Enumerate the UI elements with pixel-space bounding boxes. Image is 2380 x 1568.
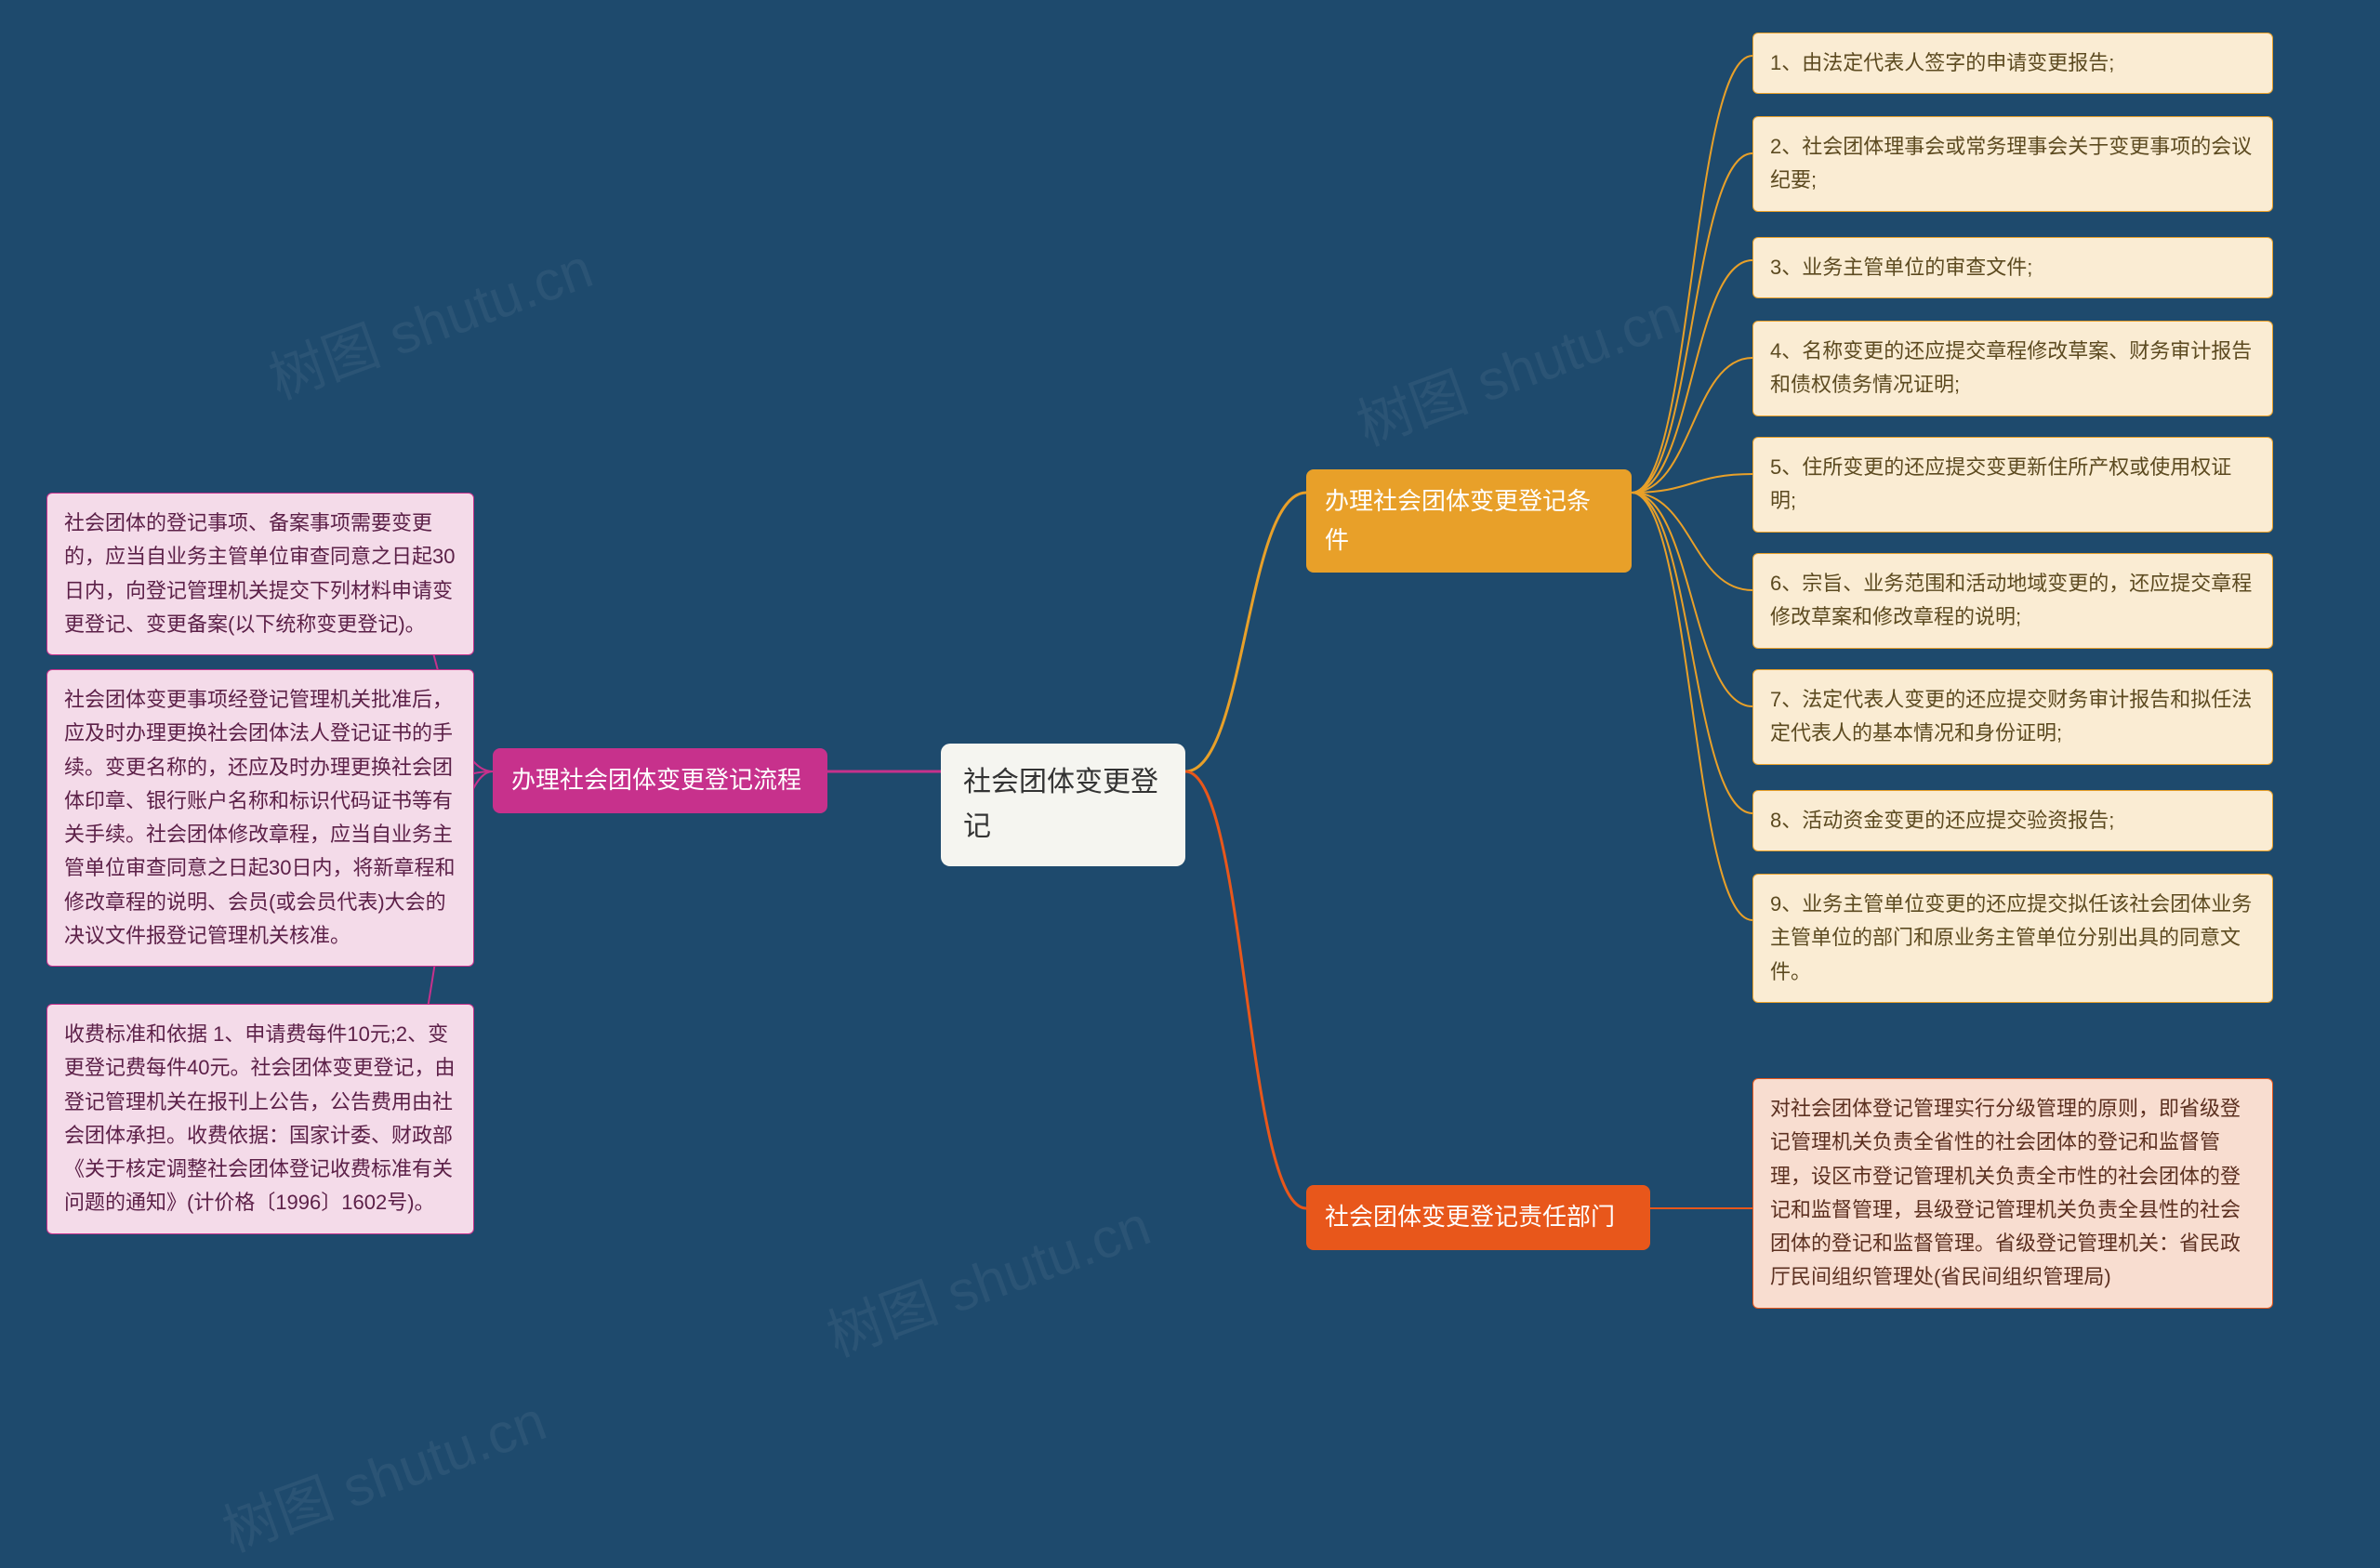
leaf-condition-3[interactable]: 3、业务主管单位的审查文件; (1752, 237, 2273, 298)
leaf-condition-9[interactable]: 9、业务主管单位变更的还应提交拟任该社会团体业务主管单位的部门和原业务主管单位分… (1752, 874, 2273, 1003)
leaf-condition-5[interactable]: 5、住所变更的还应提交变更新住所产权或使用权证明; (1752, 437, 2273, 533)
branch-process[interactable]: 办理社会团体变更登记流程 (493, 748, 827, 813)
leaf-condition-4[interactable]: 4、名称变更的还应提交章程修改草案、财务审计报告和债权债务情况证明; (1752, 321, 2273, 416)
leaf-process-2[interactable]: 社会团体变更事项经登记管理机关批准后，应及时办理更换社会团体法人登记证书的手续。… (46, 669, 474, 967)
root-node[interactable]: 社会团体变更登记 (941, 744, 1185, 866)
leaf-condition-7[interactable]: 7、法定代表人变更的还应提交财务审计报告和拟任法定代表人的基本情况和身份证明; (1752, 669, 2273, 765)
watermark: 树图 shutu.cn (814, 1180, 1159, 1372)
branch-department[interactable]: 社会团体变更登记责任部门 (1306, 1185, 1650, 1250)
watermark: 树图 shutu.cn (1344, 270, 1689, 461)
leaf-condition-2[interactable]: 2、社会团体理事会或常务理事会关于变更事项的会议纪要; (1752, 116, 2273, 212)
leaf-process-3[interactable]: 收费标准和依据 1、申请费每件10元;2、变更登记费每件40元。社会团体变更登记… (46, 1004, 474, 1234)
watermark: 树图 shutu.cn (210, 1376, 555, 1567)
leaf-condition-6[interactable]: 6、宗旨、业务范围和活动地域变更的，还应提交章程修改草案和修改章程的说明; (1752, 553, 2273, 649)
watermark: 树图 shutu.cn (257, 223, 602, 415)
leaf-department-1[interactable]: 对社会团体登记管理实行分级管理的原则，即省级登记管理机关负责全省性的社会团体的登… (1752, 1078, 2273, 1309)
leaf-process-1[interactable]: 社会团体的登记事项、备案事项需要变更的，应当自业务主管单位审查同意之日起30日内… (46, 493, 474, 655)
leaf-condition-1[interactable]: 1、由法定代表人签字的申请变更报告; (1752, 33, 2273, 94)
leaf-condition-8[interactable]: 8、活动资金变更的还应提交验资报告; (1752, 790, 2273, 851)
mindmap-canvas: 树图 shutu.cn 树图 shutu.cn 树图 shutu.cn 树图 s… (0, 0, 2380, 1501)
branch-conditions[interactable]: 办理社会团体变更登记条件 (1306, 469, 1632, 573)
